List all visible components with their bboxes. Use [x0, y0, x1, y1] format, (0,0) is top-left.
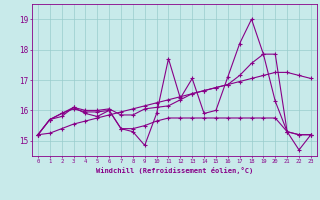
X-axis label: Windchill (Refroidissement éolien,°C): Windchill (Refroidissement éolien,°C) [96, 167, 253, 174]
